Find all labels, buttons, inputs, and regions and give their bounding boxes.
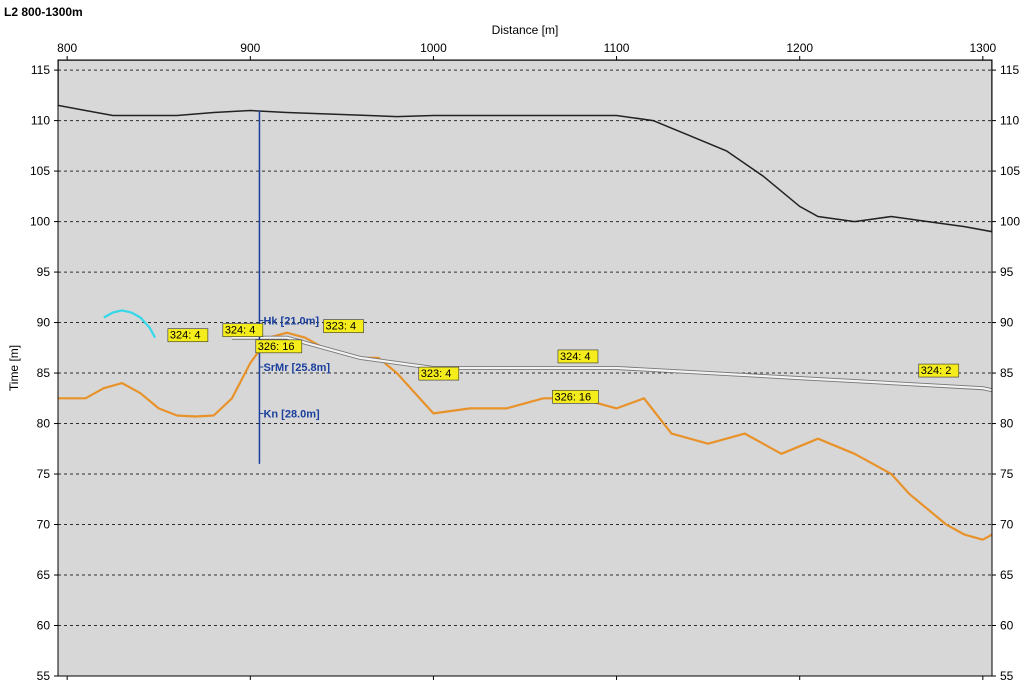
y-tick-label-left: 100 xyxy=(30,215,50,229)
y-axis-label: Time [m] xyxy=(7,345,21,391)
horizon-line-1 xyxy=(58,331,992,541)
x-tick-labels: 800 900 1000 1100 1200 1300 xyxy=(57,41,997,680)
y-tick-label-left: 60 xyxy=(37,619,51,633)
x-tick-label: 900 xyxy=(240,41,260,55)
x-tick-label: 800 xyxy=(57,41,77,55)
horizon-line-3 xyxy=(103,309,157,339)
y-tick-label-right: 65 xyxy=(1000,568,1014,582)
x-axis-label: Distance [m] xyxy=(492,23,559,37)
y-tick-label-right: 85 xyxy=(1000,366,1014,380)
y-tick-label-right: 100 xyxy=(1000,215,1020,229)
y-tick-label-left: 95 xyxy=(37,265,51,279)
horizon-tag: 324: 2 xyxy=(918,363,960,378)
horizon-tag: 323: 4 xyxy=(323,319,364,333)
horizon-tag: 326: 16 xyxy=(552,390,599,404)
x-tick-label: 1300 xyxy=(969,41,996,55)
y-tick-label-left: 110 xyxy=(31,114,50,128)
y-tick-label-right: 75 xyxy=(1000,467,1014,481)
horizon-tag-text: 326: 16 xyxy=(258,341,295,353)
borehole-layer-label: SrMr [25.8m] xyxy=(263,362,330,374)
horizon-lines xyxy=(58,309,992,541)
y-tick-label-left: 55 xyxy=(37,669,51,683)
borehole-layer-label: Hk [21.0m] xyxy=(263,316,319,328)
horizon-tag: 324: 4 xyxy=(557,349,599,364)
horizon-tag-box xyxy=(557,349,599,364)
y-tick-label-left: 105 xyxy=(30,164,50,178)
horizon-tag: 324: 4 xyxy=(167,328,209,343)
horizon-tag-text: 324: 2 xyxy=(921,365,952,377)
horizon-tag-box xyxy=(918,363,960,378)
borehole-layer-label: Kn [28.0m] xyxy=(263,408,320,420)
y-tick-label-right: 60 xyxy=(1000,619,1014,633)
x-tick-label: 1200 xyxy=(786,41,813,55)
horizon-tag: 326: 16 xyxy=(255,339,303,354)
y-tick-label-right: 110 xyxy=(1000,114,1019,128)
y-tick-label-right: 115 xyxy=(1000,63,1019,77)
y-tick-label-left: 65 xyxy=(37,568,51,582)
horizon-line-2 xyxy=(232,336,992,392)
plot-frame xyxy=(57,59,993,677)
horizon-tag-text: 324: 4 xyxy=(225,325,256,337)
horizon-tag-text: 326: 16 xyxy=(554,391,591,403)
horizon-tag: 323: 4 xyxy=(418,366,460,381)
y-tick-label-left: 90 xyxy=(37,316,51,330)
horizon-tag-box xyxy=(255,339,303,354)
horizon-tag-box xyxy=(323,319,364,333)
y-tick-label-right: 95 xyxy=(1000,265,1014,279)
ground-surface-air-gap xyxy=(58,60,992,233)
y-tick-label-right: 90 xyxy=(1000,316,1014,330)
x-tick-label: 1100 xyxy=(604,41,630,55)
horizon-tag-box xyxy=(222,323,264,337)
horizon-tag-box xyxy=(167,328,209,343)
borehole-marker: Hk [21.0m] SrMr [25.8m] Kn [28.0m] xyxy=(258,110,330,464)
x-tick-label: 1000 xyxy=(420,41,447,55)
horizon-tag-text: 323: 4 xyxy=(421,368,452,380)
y-tick-label-left: 115 xyxy=(31,63,50,77)
y-tick-label-right: 55 xyxy=(1000,669,1014,683)
y-tick-label-left: 75 xyxy=(37,467,51,481)
horizon-tag: 324: 4 xyxy=(222,323,264,337)
horizon-tag-text: 324: 4 xyxy=(560,351,591,363)
y-tick-label-left: 70 xyxy=(37,518,51,532)
y-tick-label-right: 105 xyxy=(1000,164,1020,178)
chart-title: L2 800-1300m xyxy=(4,5,83,19)
horizon-tag-text: 324: 4 xyxy=(170,330,201,342)
y-tick-labels: 55 55 60 60 65 65 70 70 75 75 80 80 85 85 90 90 95 95 100 1… xyxy=(30,63,1020,683)
y-tick-label-left: 80 xyxy=(37,417,51,431)
horizon-tag-box xyxy=(418,366,460,381)
y-tick-label-left: 85 xyxy=(37,366,51,380)
horizon-tag-box xyxy=(552,390,599,404)
y-tick-label-right: 80 xyxy=(1000,417,1014,431)
horizon-tag-text: 323: 4 xyxy=(326,321,357,333)
y-tick-label-right: 70 xyxy=(1000,518,1014,532)
